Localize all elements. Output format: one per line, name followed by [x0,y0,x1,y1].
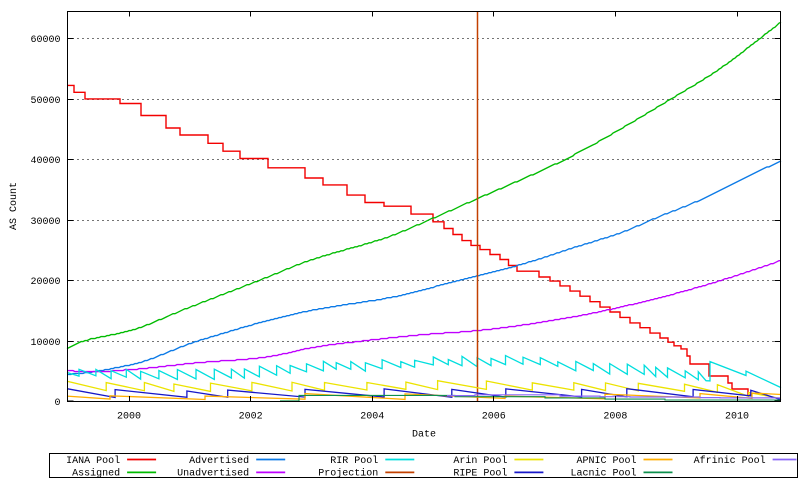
svg-text:Assigned: Assigned [72,468,120,480]
svg-text:60000: 60000 [30,35,60,46]
svg-text:0: 0 [54,398,60,409]
svg-text:50000: 50000 [30,96,60,107]
svg-text:Lacnic Pool: Lacnic Pool [570,468,636,480]
svg-text:RIR Pool: RIR Pool [330,455,378,467]
svg-text:2010: 2010 [725,412,749,423]
svg-text:2002: 2002 [239,412,263,423]
svg-text:AS Count: AS Count [9,182,20,230]
svg-text:Projection: Projection [318,468,378,480]
svg-text:2004: 2004 [360,412,384,423]
svg-text:Unadvertised: Unadvertised [177,468,249,480]
svg-text:Afrinic Pool: Afrinic Pool [694,455,766,467]
svg-text:2006: 2006 [482,412,506,423]
svg-text:Arin Pool: Arin Pool [453,455,507,467]
svg-text:10000: 10000 [30,338,60,349]
svg-text:IANA Pool: IANA Pool [66,455,120,467]
svg-text:Advertised: Advertised [189,455,249,467]
svg-text:2000: 2000 [117,412,141,423]
svg-text:2008: 2008 [603,412,627,423]
svg-text:20000: 20000 [30,277,60,288]
svg-text:RIPE Pool: RIPE Pool [453,468,507,480]
svg-text:40000: 40000 [30,156,60,167]
svg-text:APNIC Pool: APNIC Pool [576,455,636,467]
svg-text:30000: 30000 [30,217,60,228]
svg-text:Date: Date [412,430,436,441]
